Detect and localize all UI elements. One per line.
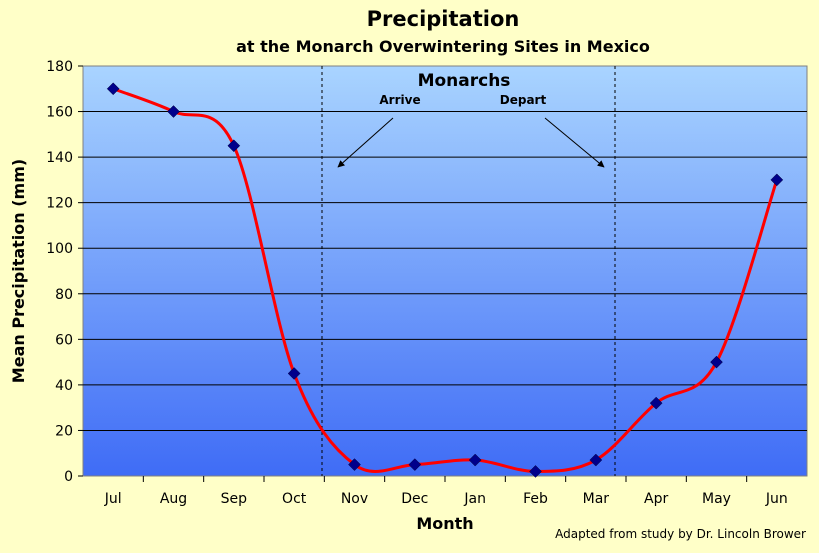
data-markers (106, 82, 784, 478)
data-point-oct (287, 367, 301, 380)
x-tick-label: Sep (221, 491, 248, 507)
x-tick-label: Aug (160, 491, 187, 507)
y-tick-label: 160 (46, 105, 73, 121)
depart-label: Depart (500, 93, 547, 107)
x-tick-label: Feb (523, 491, 548, 507)
y-tick-label: 120 (46, 196, 73, 212)
x-tick-label: Dec (401, 491, 428, 507)
data-point-apr (649, 396, 663, 410)
x-tick-label: Jan (463, 491, 486, 507)
y-tick-label: 0 (64, 469, 73, 485)
y-tick-label: 60 (55, 332, 73, 348)
plot-area (82, 65, 808, 477)
x-axis-ticks: Jul Aug Sep Oct Nov Dec Jan Feb Mar Apr May Jun (104, 476, 788, 507)
x-tick-label: Nov (341, 491, 368, 507)
x-tick-label: Jun (765, 491, 788, 507)
x-tick-label: Mar (583, 491, 610, 507)
x-tick-label: May (702, 491, 731, 507)
data-point-mar (589, 453, 603, 467)
y-tick-label: 80 (55, 287, 73, 303)
chart-title: Precipitation (367, 7, 520, 31)
arrive-label: Arrive (379, 93, 420, 107)
data-point-dec (408, 458, 422, 471)
data-point-may (710, 355, 723, 369)
gridlines (83, 111, 807, 431)
y-axis-label: Mean Precipitation (mm) (9, 159, 28, 383)
x-tick-label: Jul (104, 491, 122, 507)
credit-note: Adapted from study by Dr. Lincoln Brower (555, 527, 806, 541)
data-point-sep (227, 139, 241, 153)
data-point-feb (529, 465, 542, 478)
monarchs-heading: Monarchs (418, 71, 511, 91)
x-tick-label: Apr (644, 491, 668, 507)
y-tick-label: 100 (46, 241, 73, 257)
x-tick-label: Oct (282, 491, 307, 507)
y-tick-label: 40 (55, 378, 73, 394)
arrive-arrow (337, 117, 394, 168)
data-point-nov (348, 458, 361, 471)
y-tick-label: 140 (46, 150, 73, 166)
data-point-aug (167, 105, 180, 118)
y-tick-label: 20 (55, 423, 73, 439)
y-tick-label: 180 (46, 59, 73, 75)
y-axis-ticks: 0 20 40 60 80 100 120 140 160 180 (46, 59, 83, 485)
data-point-jun (770, 173, 784, 187)
data-point-jul (106, 82, 120, 96)
data-point-jan (468, 453, 482, 467)
depart-arrow (544, 117, 605, 168)
chart-subtitle: at the Monarch Overwintering Sites in Me… (236, 37, 650, 56)
x-axis-label: Month (416, 514, 473, 533)
